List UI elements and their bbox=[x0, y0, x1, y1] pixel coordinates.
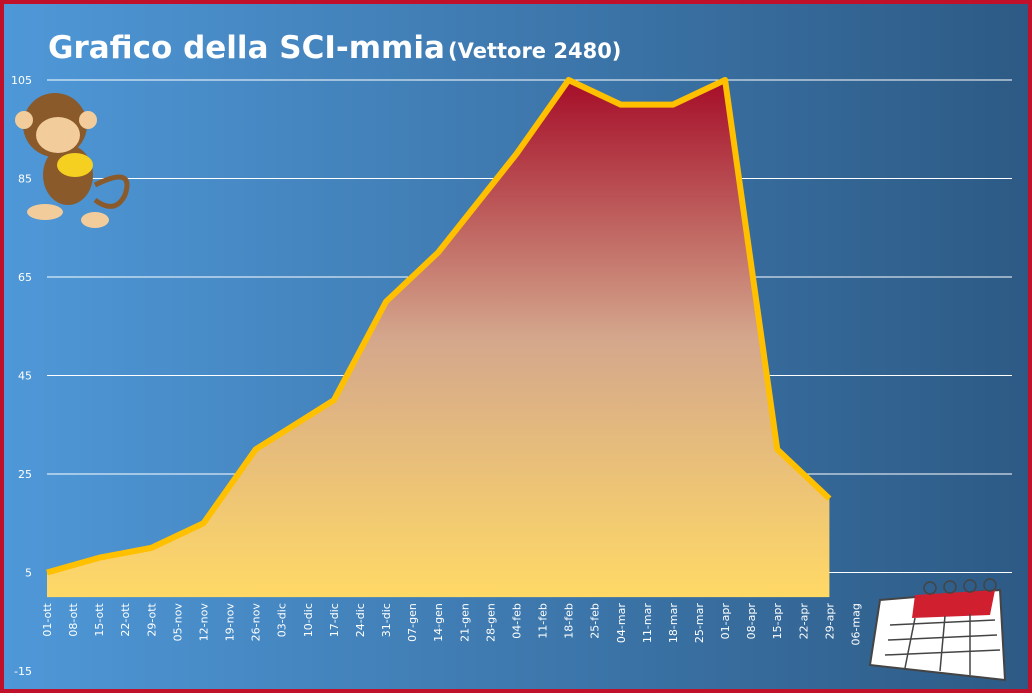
x-tick-label: 24-dic bbox=[354, 603, 367, 637]
y-tick-label: 65 bbox=[18, 271, 32, 284]
x-tick-label: 08-ott bbox=[67, 602, 80, 636]
x-tick-label: 07-gen bbox=[406, 603, 419, 642]
x-tick-label: 04-mar bbox=[615, 603, 628, 643]
x-tick-label: 11-mar bbox=[641, 603, 654, 643]
x-tick-label: 12-nov bbox=[197, 603, 210, 642]
x-tick-label: 15-apr bbox=[771, 603, 784, 640]
y-tick-label: 105 bbox=[11, 74, 32, 87]
y-tick-label: 5 bbox=[25, 567, 32, 580]
x-tick-label: 29-ott bbox=[145, 602, 158, 636]
x-tick-label: 11-feb bbox=[537, 603, 550, 639]
x-tick-label: 22-ott bbox=[119, 602, 132, 636]
x-tick-label: 14-gen bbox=[432, 603, 445, 642]
x-tick-label: 15-ott bbox=[93, 602, 106, 636]
x-tick-label: 01-ott bbox=[41, 602, 54, 636]
y-tick-label: -15 bbox=[14, 665, 32, 678]
x-tick-label: 10-dic bbox=[302, 603, 315, 637]
monkey-icon bbox=[15, 93, 130, 228]
x-tick-label: 19-nov bbox=[224, 603, 237, 642]
x-tick-label: 25-feb bbox=[589, 603, 602, 639]
x-tick-label: 29-apr bbox=[823, 603, 836, 640]
chart-subtitle: (Vettore 2480) bbox=[448, 39, 621, 63]
y-tick-label: 85 bbox=[18, 173, 32, 186]
x-tick-label: 01-apr bbox=[719, 603, 732, 640]
x-tick-label: 04-feb bbox=[510, 603, 523, 639]
x-tick-label: 28-gen bbox=[484, 603, 497, 642]
x-tick-label: 26-nov bbox=[250, 603, 263, 642]
x-tick-label: 18-feb bbox=[563, 603, 576, 639]
x-tick-label: 22-apr bbox=[797, 603, 810, 640]
x-tick-label: 03-dic bbox=[276, 603, 289, 637]
x-tick-label: 08-apr bbox=[745, 603, 758, 640]
area-line bbox=[46, 77, 832, 576]
x-tick-label: 05-nov bbox=[171, 603, 184, 642]
x-tick-label: 18-mar bbox=[667, 603, 680, 643]
chart-title: Grafico della SCI-mmia bbox=[48, 30, 445, 66]
x-tick-label: 25-mar bbox=[693, 603, 706, 643]
calendar-icon bbox=[868, 578, 1007, 682]
x-tick-label: 06-mag bbox=[849, 603, 862, 645]
y-tick-label: 25 bbox=[18, 468, 32, 481]
x-tick-label: 31-dic bbox=[380, 603, 393, 637]
x-tick-label: 17-dic bbox=[328, 603, 341, 637]
x-tick-label: 21-gen bbox=[458, 603, 471, 642]
y-tick-label: 45 bbox=[18, 370, 32, 383]
